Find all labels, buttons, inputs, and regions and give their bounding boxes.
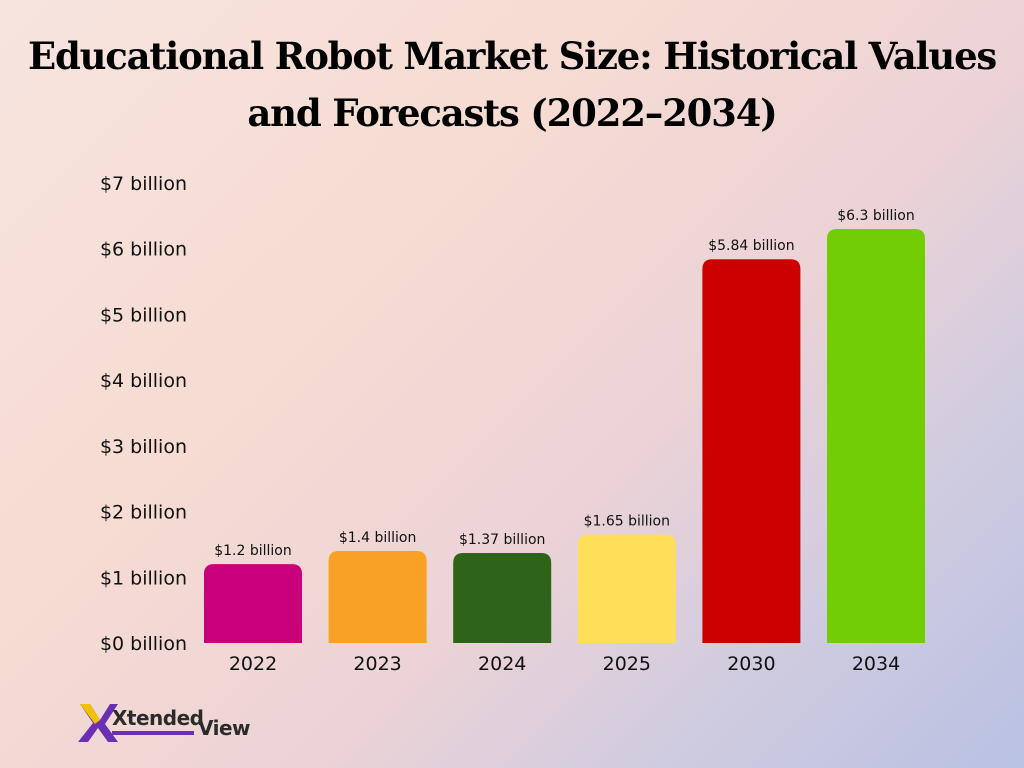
bar-data-label: $6.3 billion bbox=[837, 208, 915, 224]
bar-data-label: $5.84 billion bbox=[708, 238, 794, 254]
chart-title-line-2: and Forecasts (2022–2034) bbox=[247, 91, 777, 135]
x-tick-label: 2024 bbox=[478, 653, 526, 675]
bar-data-label: $1.65 billion bbox=[584, 514, 670, 530]
logo-underline bbox=[112, 731, 194, 735]
x-tick-label: 2023 bbox=[353, 653, 401, 675]
logo-x-icon bbox=[78, 704, 118, 742]
bar-data-label: $1.2 billion bbox=[214, 543, 292, 559]
bar bbox=[827, 229, 925, 643]
y-tick-label: $4 billion bbox=[100, 370, 187, 392]
x-tick-label: 2022 bbox=[229, 653, 277, 675]
y-tick-label: $3 billion bbox=[100, 436, 187, 458]
bar bbox=[577, 534, 676, 643]
x-tick-label: 2025 bbox=[603, 653, 651, 675]
logo-word-view: View bbox=[198, 716, 251, 740]
y-tick-label: $5 billion bbox=[100, 304, 187, 326]
brand-logo: Xtended View bbox=[78, 700, 278, 744]
y-tick-label: $6 billion bbox=[100, 239, 187, 261]
bar bbox=[453, 552, 552, 643]
y-tick-label: $2 billion bbox=[100, 502, 187, 524]
chart-title-line-1: Educational Robot Market Size: Historica… bbox=[27, 34, 997, 78]
x-tick-label: 2030 bbox=[727, 653, 775, 675]
bar bbox=[702, 259, 801, 643]
x-tick-label: 2034 bbox=[852, 653, 900, 675]
y-tick-label: $0 billion bbox=[100, 633, 187, 655]
y-tick-label: $1 billion bbox=[100, 567, 187, 589]
bar bbox=[204, 564, 302, 643]
logo-word-xtended: Xtended bbox=[112, 706, 204, 730]
bar-data-label: $1.4 billion bbox=[339, 530, 417, 546]
bar bbox=[328, 551, 427, 643]
bar-data-label: $1.37 billion bbox=[459, 532, 545, 548]
bar-chart: $0 billion $1 billion $2 billion $3 billion… bbox=[100, 173, 925, 675]
y-tick-label: $7 billion bbox=[100, 173, 187, 195]
chart-title: Educational Robot Market Size: Historica… bbox=[0, 28, 1024, 142]
